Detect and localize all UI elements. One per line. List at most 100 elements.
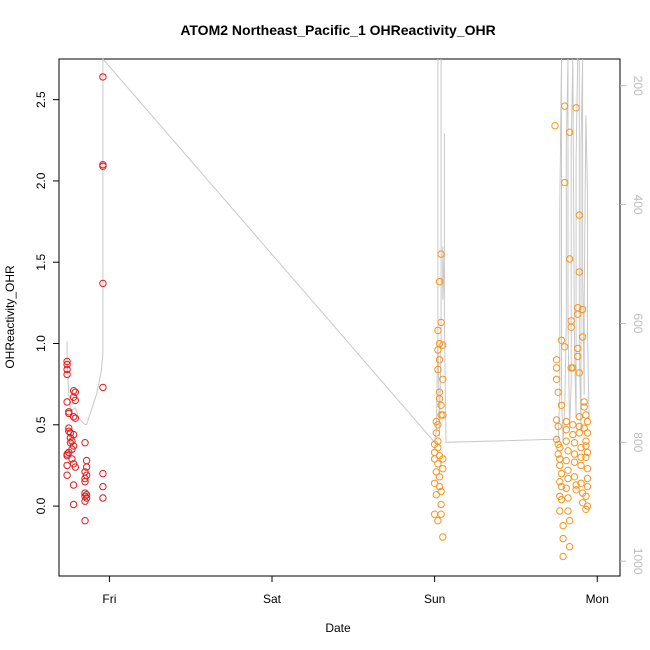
data-point-orange <box>551 122 559 130</box>
data-point-red <box>99 482 107 491</box>
data-point-orange <box>434 443 442 452</box>
data-point-orange <box>583 429 592 437</box>
data-point-orange <box>577 443 585 452</box>
data-point-orange <box>434 460 442 468</box>
data-point-orange <box>570 473 579 481</box>
data-point-red <box>63 398 71 406</box>
data-point-orange <box>578 499 587 507</box>
data-point-orange <box>564 447 572 455</box>
x-axis: Fri Sat Sun Mon <box>102 575 609 606</box>
data-point-orange <box>439 411 447 419</box>
data-point-red <box>69 500 78 509</box>
data-point-orange <box>580 398 588 406</box>
data-point-red <box>63 357 71 366</box>
y-tick-label: 0.5 <box>34 416 48 433</box>
data-point-red <box>63 471 71 479</box>
data-point-orange <box>575 211 583 219</box>
data-point-red <box>63 370 71 379</box>
data-point-orange <box>569 421 577 429</box>
x-tick-label: Sat <box>263 592 282 606</box>
data-point-orange <box>565 543 574 551</box>
data-point-orange <box>572 104 580 112</box>
y-tick-label: 0.0 <box>34 497 48 514</box>
y-tick-label: 1.0 <box>34 335 48 352</box>
data-point-orange <box>562 484 570 492</box>
data-point-red <box>68 437 76 445</box>
data-point-orange <box>437 487 445 496</box>
y-tick-label: 2.5 <box>34 91 48 108</box>
y-tick-label: 2.0 <box>34 172 48 189</box>
y-axis: 0.0 0.5 1.0 1.5 2.0 2.5 <box>34 91 59 514</box>
data-point-red <box>82 456 91 465</box>
data-point-red <box>81 478 89 486</box>
data-point-orange <box>439 465 447 473</box>
data-point-red <box>99 73 107 81</box>
data-point-orange <box>577 461 585 470</box>
data-point-orange <box>554 388 562 396</box>
data-point-orange <box>556 461 564 470</box>
data-point-orange <box>582 505 590 513</box>
data-point-red <box>71 396 80 405</box>
data-point-orange <box>557 401 566 409</box>
data-point-orange <box>582 437 590 445</box>
secondary-line-layer <box>66 57 590 444</box>
data-point-orange <box>430 510 439 518</box>
data-point-orange <box>565 128 574 136</box>
data-point-orange <box>434 326 442 335</box>
data-point-red <box>99 494 107 502</box>
data-point-orange <box>564 466 572 474</box>
data-point-red <box>81 474 89 483</box>
data-point-orange <box>437 250 445 258</box>
data-point-orange <box>554 450 562 458</box>
data-point-orange <box>583 482 592 491</box>
data-point-orange <box>552 375 561 383</box>
y-tick-label: 1.5 <box>34 254 48 271</box>
data-point-orange <box>575 429 583 437</box>
points-layer <box>63 73 592 561</box>
data-point-red <box>99 469 107 478</box>
secondary-y-axis: 200 400 600 800 1000 <box>620 76 645 575</box>
data-point-orange <box>557 469 566 478</box>
data-point-red <box>68 455 76 463</box>
data-point-orange <box>437 401 445 409</box>
data-point-red <box>69 481 78 489</box>
data-point-orange <box>565 517 574 525</box>
data-point-orange <box>435 356 444 364</box>
data-point-orange <box>434 346 442 354</box>
data-point-orange <box>570 439 579 447</box>
data-point-orange <box>434 517 442 525</box>
data-point-orange <box>565 255 574 263</box>
data-point-red <box>81 517 89 525</box>
data-point-orange <box>552 364 561 372</box>
x-tick-label: Mon <box>586 592 609 606</box>
data-point-orange <box>559 552 567 561</box>
data-point-orange <box>569 430 577 439</box>
data-point-orange <box>583 417 592 426</box>
data-point-orange <box>437 500 445 509</box>
data-point-orange <box>439 455 447 463</box>
data-point-orange <box>564 507 572 515</box>
data-point-red <box>63 461 71 470</box>
data-point-red <box>65 424 73 432</box>
data-point-orange <box>561 343 569 351</box>
data-point-red <box>69 387 78 395</box>
secondary-y-tick-label: 400 <box>631 195 645 215</box>
data-point-red <box>81 492 89 500</box>
data-point-orange <box>583 465 592 473</box>
data-point-orange <box>562 437 570 445</box>
secondary-series-line <box>66 57 590 444</box>
data-point-orange <box>439 375 447 383</box>
data-point-red <box>81 497 89 505</box>
data-point-orange <box>554 422 562 431</box>
data-point-orange <box>435 278 444 286</box>
data-point-orange <box>572 481 580 489</box>
data-point-orange <box>437 510 445 518</box>
data-point-red <box>69 442 78 450</box>
data-point-orange <box>583 474 592 483</box>
plot-frame <box>58 58 621 577</box>
data-point-orange <box>574 352 582 361</box>
data-point-red <box>99 383 107 392</box>
data-point-orange <box>562 417 570 426</box>
data-point-orange <box>577 479 585 487</box>
